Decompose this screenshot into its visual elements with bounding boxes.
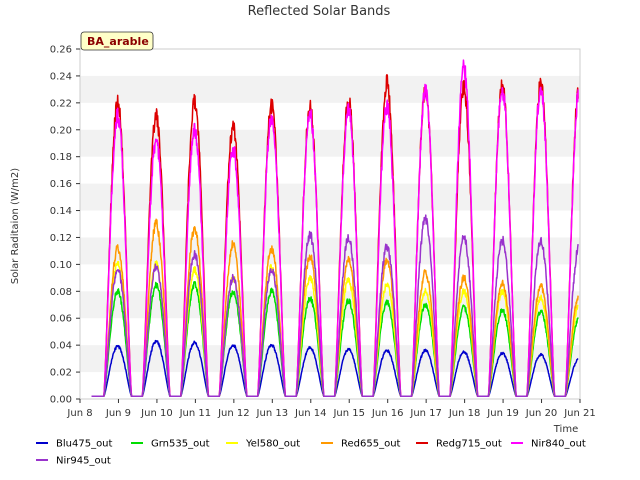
y-tick-label: 0.12 — [50, 233, 72, 244]
plot-area — [79, 48, 581, 400]
x-tick-label: Jun 9 — [105, 408, 131, 419]
x-tick-label: Jun 12 — [217, 408, 250, 419]
x-tick-label: Jun 11 — [179, 408, 212, 419]
y-tick-label: 0.00 — [50, 395, 72, 406]
legend-label: Yel580_out — [245, 439, 300, 450]
y-tick-label: 0.20 — [50, 125, 72, 136]
legend-label: Nir840_out — [531, 439, 586, 450]
x-tick-label: Jun 8 — [66, 408, 92, 419]
y-tick-label: 0.04 — [50, 341, 72, 352]
y-tick-label: 0.24 — [50, 71, 72, 82]
y-tick-label: 0.02 — [50, 368, 72, 379]
x-tick-label: Jun 16 — [371, 408, 404, 419]
legend: Blu475_out Grn535_out Yel580_out Red655_out… — [36, 439, 586, 467]
grid-band — [80, 345, 580, 373]
x-tick-label: Jun 14 — [294, 408, 327, 419]
x-tick-label: Jun 15 — [332, 408, 365, 419]
y-tick-label: 0.18 — [50, 152, 72, 163]
legend-label: Grn535_out — [151, 439, 210, 450]
badge-label: BA_arable — [87, 35, 149, 48]
y-tick-label: 0.06 — [50, 314, 72, 325]
y-axis-label: Solar Raditaion (W/m2) — [10, 168, 21, 284]
y-tick-label: 0.26 — [50, 45, 72, 56]
legend-label: Redg715_out — [436, 439, 502, 450]
x-axis: Jun 8 Jun 9 Jun 10 Jun 11 Jun 12 Jun 13 Jun 14… — [66, 399, 596, 419]
y-tick-label: 0.16 — [50, 179, 72, 190]
legend-label: Red655_out — [341, 439, 401, 450]
chart-title: Reflected Solar Bands — [248, 4, 391, 19]
x-tick-label: Jun 19 — [486, 408, 519, 419]
grid-bands — [80, 75, 580, 373]
x-tick-label: Jun 20 — [525, 408, 558, 419]
x-tick-label: Jun 17 — [409, 408, 442, 419]
grid-band — [80, 75, 580, 103]
series-line-nir945-out — [91, 214, 579, 398]
y-axis: 0.00 0.02 0.04 0.06 0.08 0.10 0.12 0.14 0.16 0.18… — [50, 45, 80, 406]
series-layer — [91, 59, 579, 398]
y-tick-label: 0.10 — [50, 260, 72, 271]
x-axis-label: Time — [553, 424, 578, 435]
legend-label: Blu475_out — [56, 439, 113, 450]
x-tick-label: Jun 21 — [563, 408, 596, 419]
x-tick-label: Jun 18 — [448, 408, 481, 419]
legend-label: Nir945_out — [56, 456, 111, 467]
y-tick-label: 0.08 — [50, 287, 72, 298]
y-tick-label: 0.14 — [50, 206, 72, 217]
y-tick-label: 0.22 — [50, 98, 72, 109]
badge: BA_arable — [80, 31, 154, 51]
x-tick-label: Jun 10 — [140, 408, 173, 419]
x-tick-label: Jun 13 — [256, 408, 289, 419]
grid-band — [80, 183, 580, 211]
